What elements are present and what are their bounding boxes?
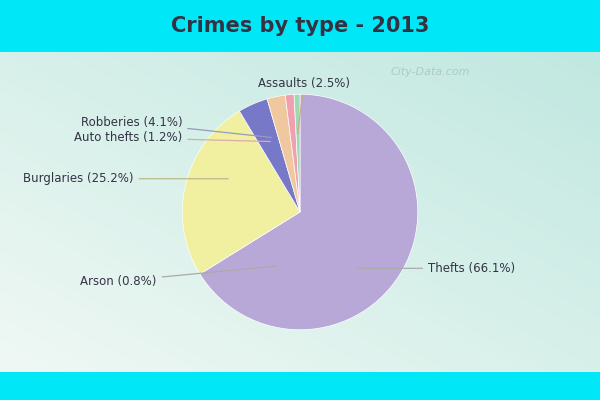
Wedge shape	[285, 94, 300, 212]
Text: Thefts (66.1%): Thefts (66.1%)	[358, 262, 515, 275]
Text: Robberies (4.1%): Robberies (4.1%)	[80, 116, 272, 138]
Text: City-Data.com: City-Data.com	[391, 67, 470, 77]
Wedge shape	[200, 94, 418, 330]
Text: Crimes by type - 2013: Crimes by type - 2013	[171, 16, 429, 36]
Wedge shape	[267, 95, 300, 212]
Wedge shape	[294, 94, 300, 212]
Text: Arson (0.8%): Arson (0.8%)	[80, 266, 277, 288]
Text: Assaults (2.5%): Assaults (2.5%)	[258, 78, 350, 134]
Text: Auto thefts (1.2%): Auto thefts (1.2%)	[74, 131, 271, 144]
Text: Burglaries (25.2%): Burglaries (25.2%)	[23, 172, 228, 185]
Wedge shape	[182, 111, 300, 274]
Wedge shape	[239, 99, 300, 212]
